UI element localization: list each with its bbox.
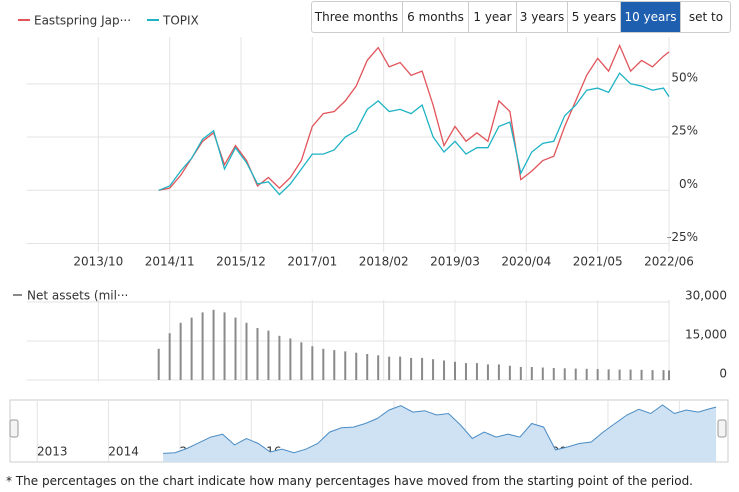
bar (344, 351, 347, 380)
y-tick-label: 25% (671, 124, 698, 138)
y-tick-label: 30,000 (685, 289, 727, 303)
chart: 50% 25% 0% -25% 2013/10 2014/11 2015/12 2017/01… (9, 14, 729, 463)
y-tick-label: -25% (667, 230, 698, 244)
y-tick-label: 0% (679, 177, 698, 191)
bar (399, 356, 402, 380)
bar (519, 367, 522, 380)
range-button[interactable]: set to (688, 10, 724, 24)
bar (618, 369, 621, 380)
bar (607, 369, 610, 380)
navigator-handle[interactable] (717, 419, 727, 438)
bar (212, 309, 215, 380)
bar (256, 328, 259, 380)
bar (201, 312, 204, 380)
legend-label: TOPIX (162, 14, 199, 28)
bar (497, 364, 500, 380)
bar (234, 317, 237, 380)
bar (475, 363, 478, 380)
x-tick-label: 2014/11 (145, 255, 195, 269)
bar (421, 357, 424, 380)
series-line (158, 72, 670, 196)
bar (179, 322, 182, 380)
x-tick-label: 2019/03 (430, 255, 480, 269)
legend-label: Eastspring Jap··· (34, 14, 131, 28)
bar (443, 360, 446, 380)
bar (585, 368, 588, 380)
bar (377, 355, 380, 380)
bar (596, 369, 599, 380)
x-tick-label: 2017/01 (287, 255, 337, 269)
bar (333, 350, 336, 380)
x-tick-label: 2020/04 (501, 255, 551, 269)
x-tick-label: 2013/10 (73, 255, 123, 269)
bar (541, 367, 544, 380)
x-tick-label: 2022/06 (644, 255, 694, 269)
legend-label: Net assets (mil··· (27, 289, 128, 303)
x-tick-label: 2018/02 (359, 255, 409, 269)
bar (464, 363, 467, 380)
range-button[interactable]: 5 years (568, 2, 621, 32)
range-button[interactable]: 1 year (469, 2, 517, 32)
range-button[interactable]: 10 years (621, 2, 681, 32)
bar (366, 354, 369, 380)
bar (355, 352, 358, 380)
bar (168, 333, 171, 380)
bar (300, 342, 303, 380)
bar (157, 348, 160, 380)
series-line (158, 43, 670, 191)
range-button[interactable]: 3 years (517, 2, 568, 32)
bar (640, 369, 643, 380)
bar (410, 357, 413, 380)
bar (651, 370, 654, 380)
x-tick-label: 2013 (37, 445, 68, 459)
bar (668, 370, 670, 380)
bar (245, 322, 248, 380)
bar (563, 368, 566, 380)
range-button[interactable]: Three months (311, 2, 403, 32)
bar (289, 338, 292, 380)
bar (486, 364, 489, 380)
bar (190, 317, 193, 380)
range-selector: Three months 6 months 1 year 3 years 5 years… (311, 1, 731, 33)
bar (530, 367, 533, 380)
range-button[interactable]: 6 months (403, 2, 469, 32)
bar (388, 356, 391, 380)
bar (432, 359, 435, 380)
navigator-area (163, 405, 717, 462)
bar (552, 368, 555, 380)
bar (311, 346, 314, 380)
footnote: * The percentages on the chart indicate … (6, 474, 693, 488)
bar (322, 348, 325, 380)
x-tick-label: 2021/05 (573, 255, 623, 269)
x-tick-label: 2015/12 (216, 255, 266, 269)
bar (267, 330, 270, 380)
bar (508, 365, 511, 380)
navigator-handle[interactable] (9, 419, 19, 438)
bar (629, 369, 632, 380)
y-tick-label: 50% (671, 70, 698, 84)
bar (574, 368, 577, 380)
y-tick-label: 15,000 (685, 328, 727, 342)
bar (662, 370, 665, 380)
bar (278, 335, 281, 380)
navigator-line (163, 404, 717, 454)
bar (454, 361, 456, 380)
x-tick-label: 2014 (108, 445, 139, 459)
y-tick-label: 0 (719, 367, 727, 381)
bar (223, 312, 226, 380)
